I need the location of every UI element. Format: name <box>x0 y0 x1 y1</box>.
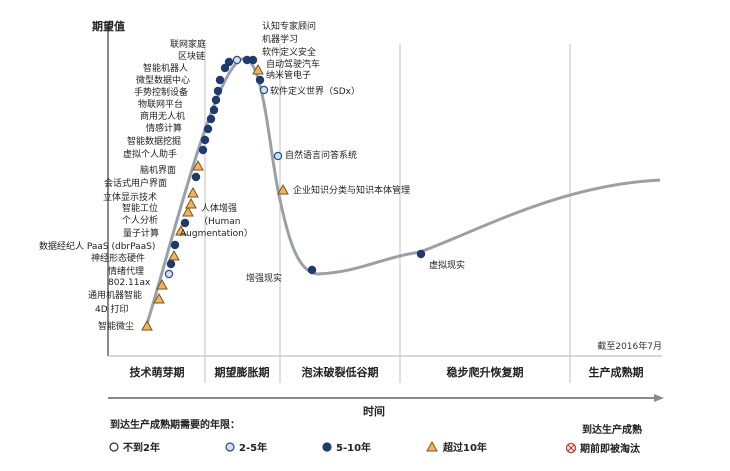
tech-label: 商用无人机 <box>140 110 185 122</box>
tech-label: 脑机界面 <box>140 164 176 176</box>
tech-marker-triangle <box>192 159 204 171</box>
tech-label: 纳米管电子 <box>266 69 311 81</box>
tech-label: 人体增强 <box>201 202 237 214</box>
tech-marker-light-circle <box>232 55 242 65</box>
tech-label: 会话式用户界面 <box>104 177 167 189</box>
legend-label: 不到2年 <box>123 441 160 454</box>
tech-marker-triangle <box>187 186 199 198</box>
tech-label: 情绪代理 <box>108 265 144 277</box>
tech-marker-triangle <box>252 63 264 75</box>
tech-marker-triangle <box>182 205 194 217</box>
tech-marker-light-circle <box>259 85 269 95</box>
legend-label: 超过10年 <box>442 441 487 454</box>
tech-marker-light-circle <box>273 151 283 161</box>
tech-marker-dark-circle <box>166 259 176 269</box>
tech-label: 量子计算 <box>123 227 159 239</box>
tech-label: 微型数据中心 <box>136 74 190 86</box>
tech-label: 神经形态硬件 <box>91 252 145 264</box>
tech-marker-dark-circle <box>209 105 219 115</box>
phase-label-plateau: 生产成熟期 <box>589 365 644 379</box>
tech-marker-dark-circle <box>224 57 234 67</box>
tech-marker-dark-circle <box>211 95 221 105</box>
legend-symbol-open-circle <box>109 442 119 452</box>
phase-label-slope: 稳步爬升恢复期 <box>447 365 524 379</box>
legend-label: 5-10年 <box>336 441 371 454</box>
tech-label: 虚拟个人助手 <box>123 148 177 160</box>
tech-marker-dark-circle <box>307 265 317 275</box>
tech-label: 智能数据挖掘 <box>127 135 181 147</box>
phase-label-trigger: 技术萌芽期 <box>130 365 185 379</box>
as-of-date: 截至2016年7月 <box>597 340 662 352</box>
tech-marker-triangle <box>185 197 197 209</box>
tech-label: 智能机器人 <box>143 62 188 74</box>
tech-label-sub: Augmentation） <box>180 228 253 239</box>
legend-obsolete-title: 到达生产成熟 <box>582 423 642 436</box>
tech-marker-triangle <box>141 319 153 331</box>
tech-marker-triangle <box>175 224 187 236</box>
tech-marker-triangle <box>168 249 180 261</box>
tech-label: 认知专家顾问 <box>262 20 316 32</box>
tech-marker-dark-circle <box>416 249 426 259</box>
tech-marker-dark-circle <box>220 63 230 73</box>
tech-label: 通用机器智能 <box>88 289 142 301</box>
legend-title: 到达生产成熟期需要的年限： <box>110 418 240 431</box>
tech-marker-dark-circle <box>206 114 216 124</box>
tech-label: 物联网平台 <box>138 98 183 110</box>
tech-label: 区块链 <box>178 50 205 62</box>
phase-label-trough: 泡沫破裂低谷期 <box>302 365 379 379</box>
tech-label: 数据经纪人 PaaS (dbrPaaS) <box>39 240 155 252</box>
tech-label: 增强现实 <box>246 272 282 284</box>
tech-label: 智能工位 <box>122 202 158 214</box>
tech-label: 机器学习 <box>262 33 298 45</box>
tech-label: 智能微尘 <box>98 320 134 332</box>
tech-label: 企业知识分类与知识本体管理 <box>293 184 410 196</box>
tech-label: 4D 打印 <box>95 303 129 315</box>
tech-label: 联网家庭 <box>170 38 206 50</box>
tech-marker-dark-circle <box>198 145 208 155</box>
tech-marker-dark-circle <box>213 86 223 96</box>
tech-marker-triangle <box>156 278 168 290</box>
tech-label: 自然语言问答系统 <box>285 149 357 161</box>
legend-obsolete-label: 期前即被淘汰 <box>580 442 641 455</box>
legend-symbol-light-circle <box>225 442 235 452</box>
x-axis-title: 时间 <box>363 404 385 418</box>
tech-label: 软件定义安全 <box>262 46 316 58</box>
legend-symbol-crossed-circle <box>567 444 575 452</box>
tech-marker-dark-circle <box>248 55 258 65</box>
phase-label-peak: 期望膨胀期 <box>215 365 270 379</box>
tech-label: 802.11ax <box>108 278 151 288</box>
tech-label: 个人分析 <box>122 214 158 226</box>
technology-markers <box>141 55 426 331</box>
tech-marker-dark-circle <box>170 240 180 250</box>
tech-marker-dark-circle <box>200 135 210 145</box>
tech-label: 自动驾驶汽车 <box>266 58 320 70</box>
tech-marker-dark-circle <box>180 218 190 228</box>
tech-marker-dark-circle <box>203 124 213 134</box>
tech-label: 虚拟现实 <box>429 259 465 271</box>
technology-labels: 认知专家顾问 机器学习 软件定义安全 自动驾驶汽车 纳米管电子 软件定义世界（S… <box>39 20 465 332</box>
legend-symbol-dark-circle <box>322 442 332 452</box>
tech-label: 情感计算 <box>146 122 182 134</box>
y-axis-title: 期望值 <box>92 19 125 33</box>
tech-marker-light-circle <box>164 269 174 279</box>
tech-label: 手势控制设备 <box>134 86 188 98</box>
tech-marker-triangle <box>277 183 289 195</box>
tech-label: 软件定义世界（SDx） <box>270 85 360 97</box>
legend: 到达生产成熟期需要的年限： 不到2年 2-5年 5-10年 超过10年 到达生产… <box>109 418 642 455</box>
legend-label: 2-5年 <box>239 441 267 454</box>
tech-marker-dark-circle <box>191 172 201 182</box>
tech-marker-dark-circle <box>215 75 225 85</box>
tech-label-sub: （Human <box>199 216 240 227</box>
legend-symbol-triangle <box>426 440 438 452</box>
tech-marker-triangle <box>153 292 165 304</box>
tech-marker-dark-circle <box>255 75 265 85</box>
tech-label: 立体显示技术 <box>103 191 157 203</box>
